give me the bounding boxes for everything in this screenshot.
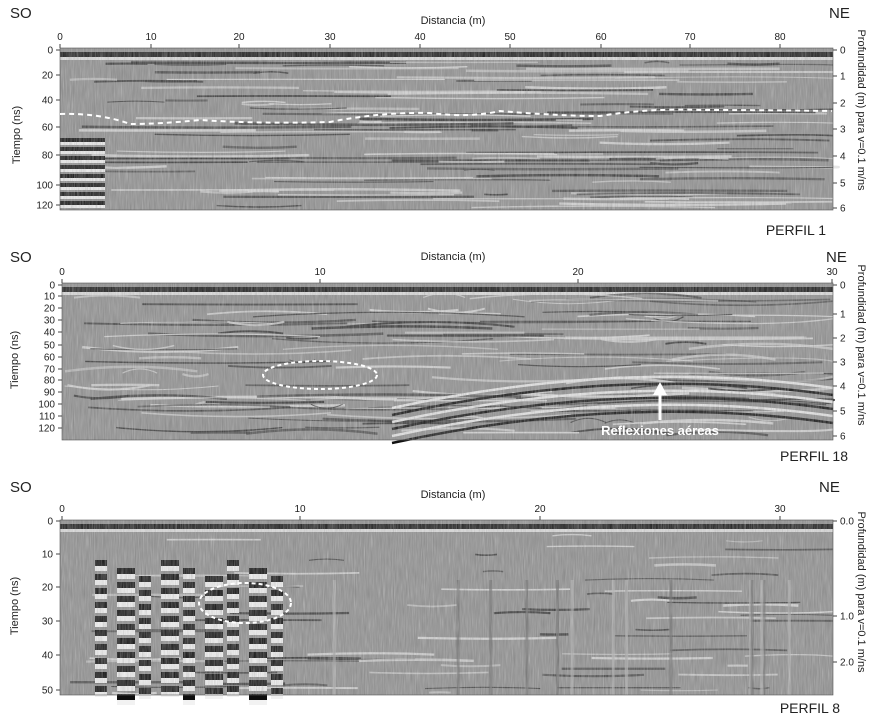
x-tick-label: 20 bbox=[233, 32, 245, 43]
interface-dashed-line bbox=[59, 108, 833, 126]
y-right-tick-label: 0.0 bbox=[840, 517, 854, 528]
y-left-tick-label: 120 bbox=[36, 201, 53, 212]
y-left-tick-label: 10 bbox=[42, 550, 54, 561]
y-right-ticks: 0.0 1.0 2.0 bbox=[833, 517, 854, 669]
x-tick-label: 30 bbox=[826, 267, 838, 278]
y-right-tick-label: 0 bbox=[840, 281, 846, 292]
x-tick-label: 10 bbox=[145, 32, 157, 43]
x-tick-label: 0 bbox=[59, 267, 65, 278]
y-left-tick-label: 10 bbox=[44, 292, 56, 303]
y-left-title: Tiempo (ns) bbox=[9, 331, 21, 389]
ne-label: NE bbox=[826, 249, 847, 266]
y-left-tick-label: 90 bbox=[44, 388, 56, 399]
profile-label: PERFIL 1 bbox=[766, 222, 826, 238]
y-left-tick-label: 100 bbox=[36, 181, 53, 192]
y-left-tick-label: 30 bbox=[44, 316, 56, 327]
y-left-tick-label: 110 bbox=[39, 412, 55, 423]
y-right-title: Profundidad (m) para v=0.1 m/ns bbox=[855, 264, 867, 426]
y-left-tick-label: 60 bbox=[44, 353, 56, 364]
x-tick-label: 0 bbox=[59, 504, 65, 515]
y-right-tick-label: 1 bbox=[840, 310, 846, 321]
y-right-tick-label: 1.0 bbox=[840, 612, 854, 623]
radargram-image bbox=[59, 47, 840, 211]
y-right-tick-label: 3 bbox=[840, 358, 846, 369]
y-right-tick-label: 1 bbox=[840, 72, 846, 83]
y-right-tick-label: 4 bbox=[840, 382, 846, 393]
y-right-tick-label: 2.0 bbox=[840, 658, 854, 669]
x-tick-label: 10 bbox=[314, 267, 326, 278]
y-left-tick-label: 60 bbox=[42, 123, 54, 134]
y-right-title: Profundidad (m) para v=0.1 m/ns bbox=[855, 29, 867, 191]
panel-perfil-8: SO NE Distancia (m) 0 10 20 30 01020304050 … bbox=[9, 479, 867, 716]
y-left-tick-label: 40 bbox=[42, 651, 54, 662]
x-tick-label: 10 bbox=[294, 504, 306, 515]
x-ticks: 0 10 20 30 bbox=[59, 504, 786, 520]
x-axis-title: Distancia (m) bbox=[421, 15, 486, 27]
x-tick-label: 30 bbox=[324, 32, 336, 43]
y-left-tick-label: 80 bbox=[42, 151, 54, 162]
highlight-ellipse bbox=[198, 582, 292, 624]
y-left-tick-label: 40 bbox=[42, 96, 54, 107]
y-left-tick-label: 40 bbox=[44, 328, 56, 339]
x-axis-title: Distancia (m) bbox=[421, 489, 486, 501]
x-tick-label: 20 bbox=[572, 267, 584, 278]
y-left-tick-label: 20 bbox=[42, 583, 54, 594]
profile-label: PERFIL 8 bbox=[780, 700, 840, 716]
highlight-ellipse bbox=[262, 360, 378, 390]
y-left-tick-label: 30 bbox=[42, 617, 54, 628]
x-ticks: 0 10 20 30 bbox=[59, 267, 838, 283]
y-left-tick-label: 0 bbox=[47, 517, 53, 528]
x-tick-label: 40 bbox=[414, 32, 426, 43]
so-label: SO bbox=[10, 479, 32, 496]
y-right-tick-label: 0 bbox=[840, 46, 846, 57]
y-right-tick-label: 6 bbox=[840, 432, 846, 443]
air-reflections-annotation: Reflexiones aéreas bbox=[601, 423, 719, 438]
y-left-ticks: 0 20 40 60 80 100 120 bbox=[36, 46, 60, 212]
y-right-ticks: 0 1 2 3 4 5 6 bbox=[833, 46, 846, 215]
y-left-tick-label: 120 bbox=[38, 424, 55, 435]
y-left-tick-label: 50 bbox=[44, 341, 56, 352]
y-left-title: Tiempo (ns) bbox=[9, 577, 21, 635]
y-left-tick-label: 20 bbox=[44, 304, 56, 315]
x-axis-title: Distancia (m) bbox=[421, 251, 486, 263]
y-left-tick-label: 100 bbox=[38, 400, 55, 411]
x-tick-label: 60 bbox=[595, 32, 607, 43]
y-left-ticks: 0 10 20 30 40 50 bbox=[42, 517, 60, 697]
so-label: SO bbox=[10, 249, 32, 266]
x-tick-label: 30 bbox=[774, 504, 786, 515]
y-right-tick-label: 2 bbox=[840, 99, 846, 110]
arrow-icon bbox=[653, 382, 667, 420]
y-left-tick-label: 0 bbox=[47, 46, 53, 57]
y-left-tick-label: 80 bbox=[44, 376, 56, 387]
profile-label: PERFIL 18 bbox=[780, 448, 848, 464]
x-tick-label: 0 bbox=[57, 32, 63, 43]
ne-label: NE bbox=[829, 5, 850, 22]
y-right-tick-label: 3 bbox=[840, 125, 846, 136]
x-tick-label: 20 bbox=[534, 504, 546, 515]
x-tick-label: 80 bbox=[774, 32, 786, 43]
y-right-ticks: 0 1 2 3 4 5 6 bbox=[833, 281, 846, 443]
y-right-tick-label: 5 bbox=[840, 407, 846, 418]
y-right-tick-label: 4 bbox=[840, 152, 846, 163]
y-left-tick-label: 0 bbox=[49, 281, 55, 292]
y-right-title: Profundidad (m) para v=0.1 m/ns bbox=[855, 511, 867, 673]
y-right-tick-label: 6 bbox=[840, 204, 846, 215]
radargram-image bbox=[61, 282, 836, 445]
radargram-image bbox=[59, 519, 834, 705]
ne-label: NE bbox=[819, 479, 840, 496]
y-left-title: Tiempo (ns) bbox=[11, 106, 23, 164]
y-left-tick-label: 70 bbox=[44, 365, 56, 376]
panel-perfil-18: SO NE Distancia (m) 0 10 20 30 010203040506… bbox=[9, 249, 867, 464]
x-ticks: 0 10 20 30 40 50 60 70 80 bbox=[57, 32, 786, 48]
y-right-tick-label: 2 bbox=[840, 334, 846, 345]
y-right-tick-label: 5 bbox=[840, 179, 846, 190]
so-label: SO bbox=[10, 5, 32, 22]
y-left-tick-label: 20 bbox=[42, 71, 54, 82]
x-tick-label: 70 bbox=[684, 32, 696, 43]
x-tick-label: 50 bbox=[504, 32, 516, 43]
y-left-tick-label: 50 bbox=[42, 686, 54, 697]
panel-perfil-1: SO NE Distancia (m) 0 10 20 30 40 50 60 70 80 02… bbox=[10, 5, 867, 238]
